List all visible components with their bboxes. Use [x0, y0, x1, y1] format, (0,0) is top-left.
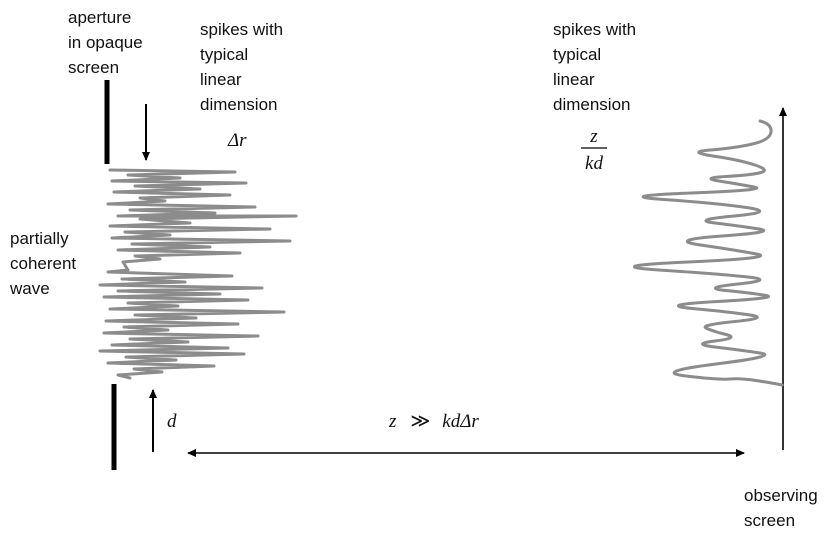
spikes-left-line-3: linear — [200, 70, 242, 89]
spikes-right-line-3: linear — [553, 70, 595, 89]
aperture-label: aperture in opaque screen — [68, 8, 147, 77]
observing-screen-label: observing screen — [744, 486, 822, 530]
condition-z: z — [388, 411, 397, 432]
observing-label-line-1: observing — [744, 486, 818, 505]
condition-rhs: kdΔr — [442, 411, 479, 432]
spikes-right-label: spikes with typical linear dimension — [553, 20, 641, 114]
spikes-left-line-1: spikes with — [200, 20, 283, 39]
wave-label: partially coherent wave — [9, 229, 81, 298]
spikes-right-line-1: spikes with — [553, 20, 636, 39]
aperture-label-line-2: in opaque — [68, 33, 143, 52]
distance-condition-label: z ≫ kdΔr — [388, 411, 479, 432]
partially-coherent-wave — [98, 168, 298, 380]
ratio-numerator: z — [589, 126, 598, 147]
spikes-right-line-4: dimension — [553, 95, 631, 114]
aperture-label-line-3: screen — [68, 58, 119, 77]
observing-label-line-2: screen — [744, 511, 795, 530]
ratio-denominator: kd — [585, 153, 603, 174]
spikes-left-line-2: typical — [200, 45, 248, 64]
wave-label-line-3: wave — [9, 279, 50, 298]
spikes-left-line-4: dimension — [200, 95, 278, 114]
d-label: d — [167, 411, 177, 432]
spikes-left-label: spikes with typical linear dimension — [200, 20, 288, 114]
wave-label-line-2: coherent — [10, 254, 76, 273]
spikes-right-line-2: typical — [553, 45, 601, 64]
delta-r-label: Δr — [227, 130, 247, 151]
condition-much-greater: ≫ — [410, 411, 430, 432]
aperture-label-line-1: aperture — [68, 8, 131, 27]
far-field-speckle-wave — [633, 119, 784, 387]
wave-label-line-1: partially — [10, 229, 69, 248]
